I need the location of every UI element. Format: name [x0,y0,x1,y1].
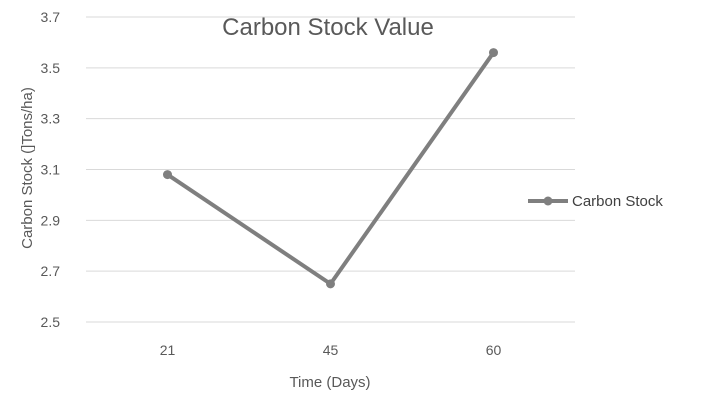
y-axis-ticks: 2.5 2.7 2.9 3.1 3.3 3.5 3.7 [41,9,61,330]
x-tick-label: 60 [486,342,502,358]
y-axis-label: Carbon Stock (]Tons/ha) [19,87,36,249]
chart-title: Carbon Stock Value [222,14,434,41]
series-layer [163,48,498,289]
data-point [163,170,172,180]
y-tick-label: 3.7 [41,9,61,25]
x-axis-label: Time (Days) [289,374,370,391]
gridlines [86,16,575,323]
legend-label: Carbon Stock [572,193,663,210]
y-tick-label: 2.7 [41,263,61,279]
data-point [489,48,498,58]
y-tick-label: 2.9 [41,212,61,228]
data-point [326,279,335,289]
y-tick-label: 2.5 [41,314,61,330]
y-tick-label: 3.1 [41,162,61,178]
y-tick-label: 3.5 [41,60,61,76]
legend: Carbon Stock [528,193,663,210]
x-tick-label: 45 [323,342,339,358]
x-tick-label: 21 [160,342,176,358]
x-axis-ticks: 21 45 60 [160,342,502,358]
series-line [165,50,496,286]
y-tick-label: 3.3 [41,111,61,127]
legend-marker [543,196,553,206]
